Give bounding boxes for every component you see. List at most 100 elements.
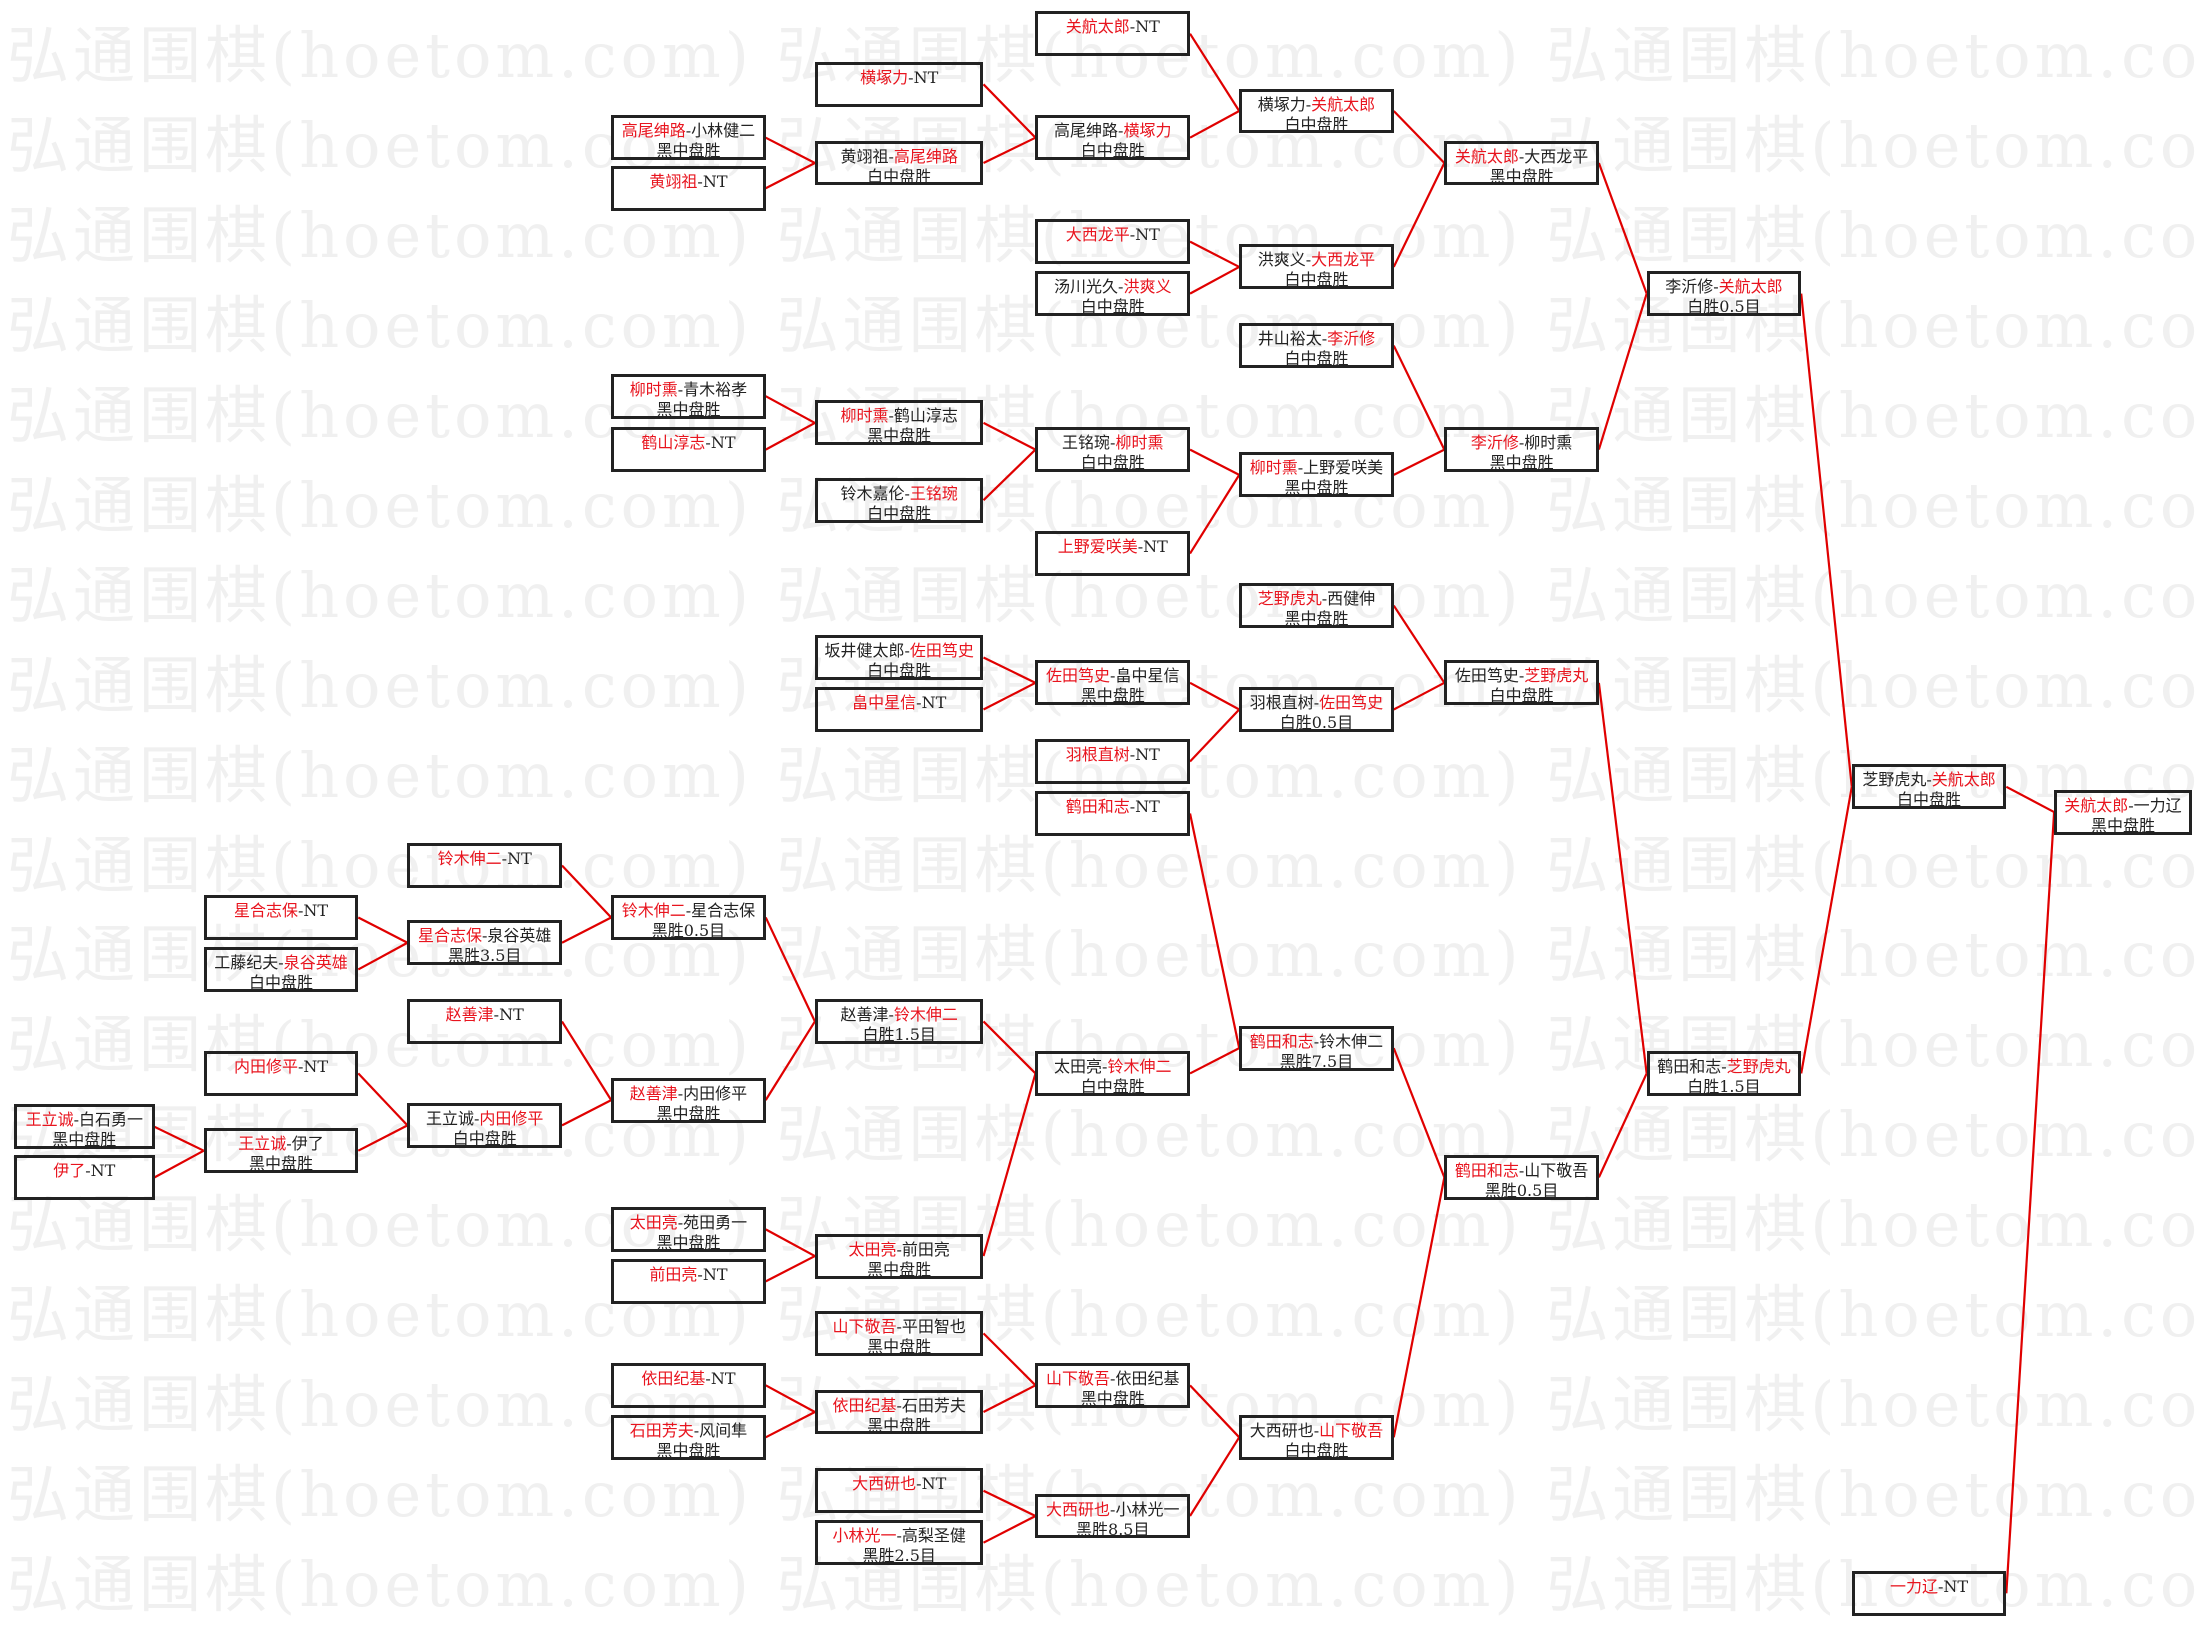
separator: - xyxy=(1129,797,1136,816)
match-result: 黑胜0.5目 xyxy=(651,920,726,940)
separator: - xyxy=(705,433,711,453)
match-result: 黑中盘胜 xyxy=(867,1415,932,1435)
player-1: 大西研也 xyxy=(1046,1499,1111,1519)
player-2: 前田亮 xyxy=(901,1239,950,1259)
player-1: 石田芳夫 xyxy=(629,1420,694,1440)
match-result: 白中盘胜 xyxy=(867,166,932,186)
match-box: 鹤田和志-山下敬吾 黑胜0.5目 xyxy=(1444,1154,1599,1200)
player-1: 关航太郎 xyxy=(1454,146,1519,166)
player-1: 赵善津 xyxy=(629,1083,678,1103)
match-players: 上野爱咲美-NT xyxy=(1038,537,1187,557)
bracket-connector xyxy=(1800,293,1853,787)
separator: - xyxy=(896,1316,902,1336)
player-1: 柳时熏 xyxy=(1249,458,1298,478)
match-players: 内田修平-NT xyxy=(207,1057,356,1077)
player-1: 太田亮 xyxy=(629,1212,678,1232)
match-result: 白中盘胜 xyxy=(867,503,932,523)
player-1: 王立诚 xyxy=(238,1134,287,1154)
match-box: 高尾绅路-横塚力 白中盘胜 xyxy=(1035,115,1191,160)
match-players: 柳时熏-鹤山淳志 xyxy=(818,406,981,426)
match-box: 井山裕太-李沂修 白中盘胜 xyxy=(1239,323,1394,368)
player-1: 王立诚 xyxy=(425,1108,474,1128)
player-1: 铃木伸二 xyxy=(621,900,686,920)
separator: - xyxy=(677,379,684,399)
player-1: 太田亮 xyxy=(848,1239,897,1259)
match-players: 坂井健太郎-佐田笃史 xyxy=(818,641,981,661)
match-players: 高尾绅路-小林健二 xyxy=(614,121,763,141)
player-2: 芝野虎丸 xyxy=(1524,666,1589,686)
match-box: 内田修平-NT xyxy=(203,1050,359,1096)
player-2: 铃木伸二 xyxy=(1107,1056,1172,1076)
separator: - xyxy=(1321,589,1328,609)
player-1: 井山裕太 xyxy=(1257,329,1322,349)
separator: - xyxy=(297,1056,304,1076)
match-players: 大西研也-小林光一 xyxy=(1038,1500,1187,1520)
player-2: NT xyxy=(1135,745,1160,765)
player-1: 黄翊祖 xyxy=(649,171,698,191)
bracket-connector xyxy=(982,681,1036,711)
separator: - xyxy=(85,1160,91,1180)
match-result: 黑中盘胜 xyxy=(867,1259,932,1279)
match-result: 黑中盘胜 xyxy=(867,426,932,446)
separator: - xyxy=(685,121,692,141)
separator: - xyxy=(2128,795,2134,815)
separator: - xyxy=(1110,433,1116,453)
separator: - xyxy=(482,926,488,946)
separator: - xyxy=(908,67,914,87)
player-2: 铃木伸二 xyxy=(893,1004,958,1024)
match-box: 赵善津-NT xyxy=(407,998,562,1044)
separator: - xyxy=(73,1110,79,1130)
separator: - xyxy=(888,1004,894,1024)
match-players: 鹤田和志-NT xyxy=(1038,797,1187,817)
bracket-connector xyxy=(1189,1436,1241,1517)
separator: - xyxy=(916,1474,922,1494)
separator: - xyxy=(705,1368,711,1388)
player-2: 依田纪基 xyxy=(1115,1368,1180,1388)
player-2: NT xyxy=(499,1004,524,1024)
player-1: 内田修平 xyxy=(233,1056,298,1076)
match-box: 太田亮-铃木伸二 白中盘胜 xyxy=(1035,1050,1191,1096)
separator: - xyxy=(1321,329,1328,349)
match-players: 伊了-NT xyxy=(17,1161,152,1181)
match-result: 黑胜7.5目 xyxy=(1279,1051,1354,1071)
player-2: NT xyxy=(507,849,532,868)
match-box: 星合志保-泉谷英雄 黑胜3.5目 xyxy=(407,920,562,965)
player-2: 关航太郎 xyxy=(1311,94,1376,114)
player-2: NT xyxy=(913,67,939,87)
match-players: 星合志保-NT xyxy=(207,901,356,921)
match-box: 佐田笃史-芝野虎丸 白中盘胜 xyxy=(1444,660,1599,705)
separator: - xyxy=(1313,693,1320,713)
bracket-connector xyxy=(982,1515,1036,1544)
bracket-connector xyxy=(357,941,408,971)
bracket-connector xyxy=(1189,708,1241,763)
separator: - xyxy=(1721,1056,1727,1076)
match-players: 关航太郎-NT xyxy=(1038,17,1187,37)
bracket-connector xyxy=(561,1020,613,1101)
match-players: 赵善津-铃木伸二 xyxy=(818,1005,981,1025)
match-box: 芝野虎丸-西健伸 黑中盘胜 xyxy=(1239,583,1394,628)
bracket-connector xyxy=(764,1020,816,1101)
player-2: NT xyxy=(303,900,329,920)
separator: - xyxy=(1110,666,1116,686)
player-1: 大西研也 xyxy=(1249,1420,1314,1440)
bracket-connector xyxy=(982,1332,1037,1387)
match-players: 高尾绅路-横塚力 xyxy=(1038,121,1187,141)
bracket-connector xyxy=(2005,812,2056,1594)
separator: - xyxy=(904,483,910,503)
match-box: 铃木伸二-NT xyxy=(407,843,562,888)
player-1: 山下敬吾 xyxy=(832,1316,897,1336)
match-result: 黑中盘胜 xyxy=(1080,686,1145,706)
match-result: 白中盘胜 xyxy=(1284,349,1349,369)
player-1: 汤川光久 xyxy=(1054,277,1119,297)
match-players: 王立诚-内田修平 xyxy=(410,1109,559,1129)
match-result: 黑中盘胜 xyxy=(656,1440,721,1460)
match-players: 一力辽-NT xyxy=(1855,1577,2004,1597)
player-2: 芝野虎丸 xyxy=(1726,1056,1791,1076)
match-players: 黄翊祖-高尾绅路 xyxy=(818,147,981,167)
match-players: 依田纪基-NT xyxy=(614,1369,763,1389)
bracket-connector xyxy=(982,1073,1037,1257)
match-result: 黑中盘胜 xyxy=(867,1336,932,1356)
match-result: 黑中盘胜 xyxy=(1489,166,1554,186)
player-1: 星合志保 xyxy=(233,900,298,920)
separator: - xyxy=(1110,1499,1116,1519)
